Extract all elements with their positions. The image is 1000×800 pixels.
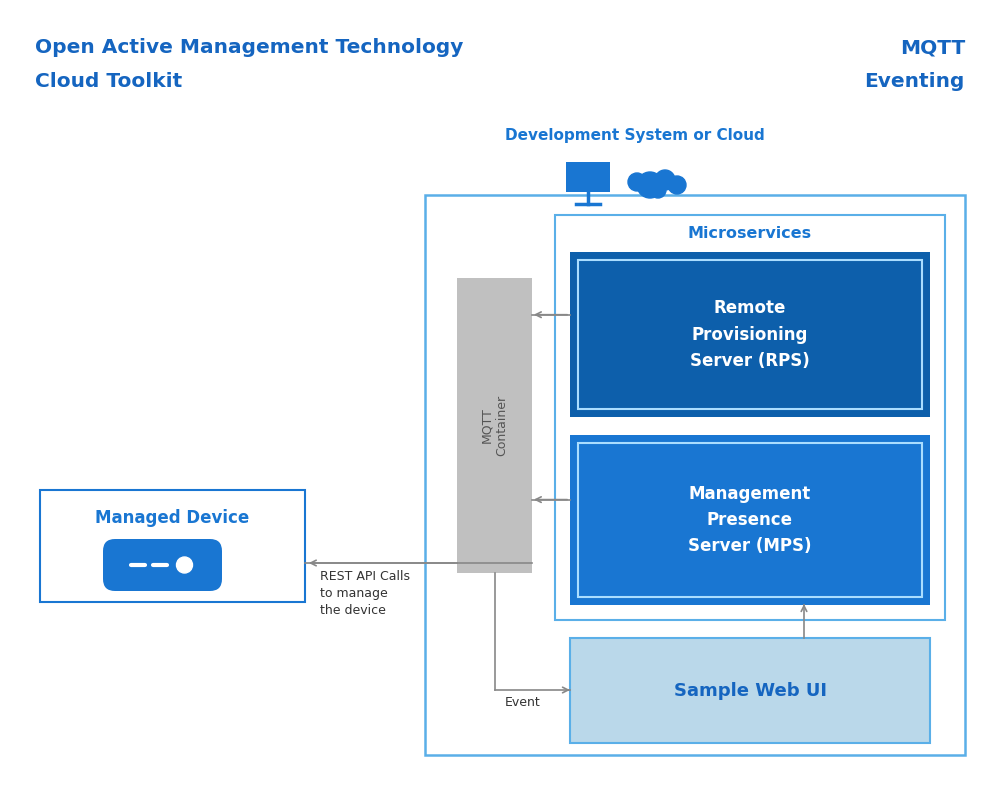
Bar	[570, 638, 930, 743]
Circle shape	[637, 172, 663, 198]
Text: Remote
Provisioning
Server (RPS): Remote Provisioning Server (RPS)	[690, 299, 810, 370]
Bar	[570, 252, 930, 417]
FancyBboxPatch shape	[103, 539, 222, 591]
Bar	[578, 260, 922, 409]
Bar	[570, 435, 930, 605]
Text: Development System or Cloud: Development System or Cloud	[505, 128, 765, 143]
Text: Eventing: Eventing	[865, 72, 965, 91]
Text: Managed Device: Managed Device	[95, 509, 250, 527]
Bar	[40, 490, 305, 602]
Bar	[566, 162, 610, 192]
Circle shape	[668, 176, 686, 194]
Circle shape	[628, 173, 646, 191]
Circle shape	[655, 170, 675, 190]
Circle shape	[650, 182, 666, 198]
Bar	[555, 215, 945, 620]
Circle shape	[176, 557, 192, 573]
Text: Cloud Toolkit: Cloud Toolkit	[35, 72, 182, 91]
Text: Microservices: Microservices	[688, 226, 812, 241]
Text: Open Active Management Technology: Open Active Management Technology	[35, 38, 463, 57]
Text: Event: Event	[505, 696, 540, 709]
Text: MQTT
Container: MQTT Container	[480, 395, 509, 456]
Bar	[425, 195, 965, 755]
Text: Sample Web UI: Sample Web UI	[674, 682, 826, 699]
Bar	[457, 278, 532, 573]
Bar	[578, 443, 922, 597]
Text: REST API Calls
to manage
the device: REST API Calls to manage the device	[320, 570, 410, 617]
Text: MQTT: MQTT	[900, 38, 965, 57]
Text: Management
Presence
Server (MPS): Management Presence Server (MPS)	[688, 485, 812, 555]
